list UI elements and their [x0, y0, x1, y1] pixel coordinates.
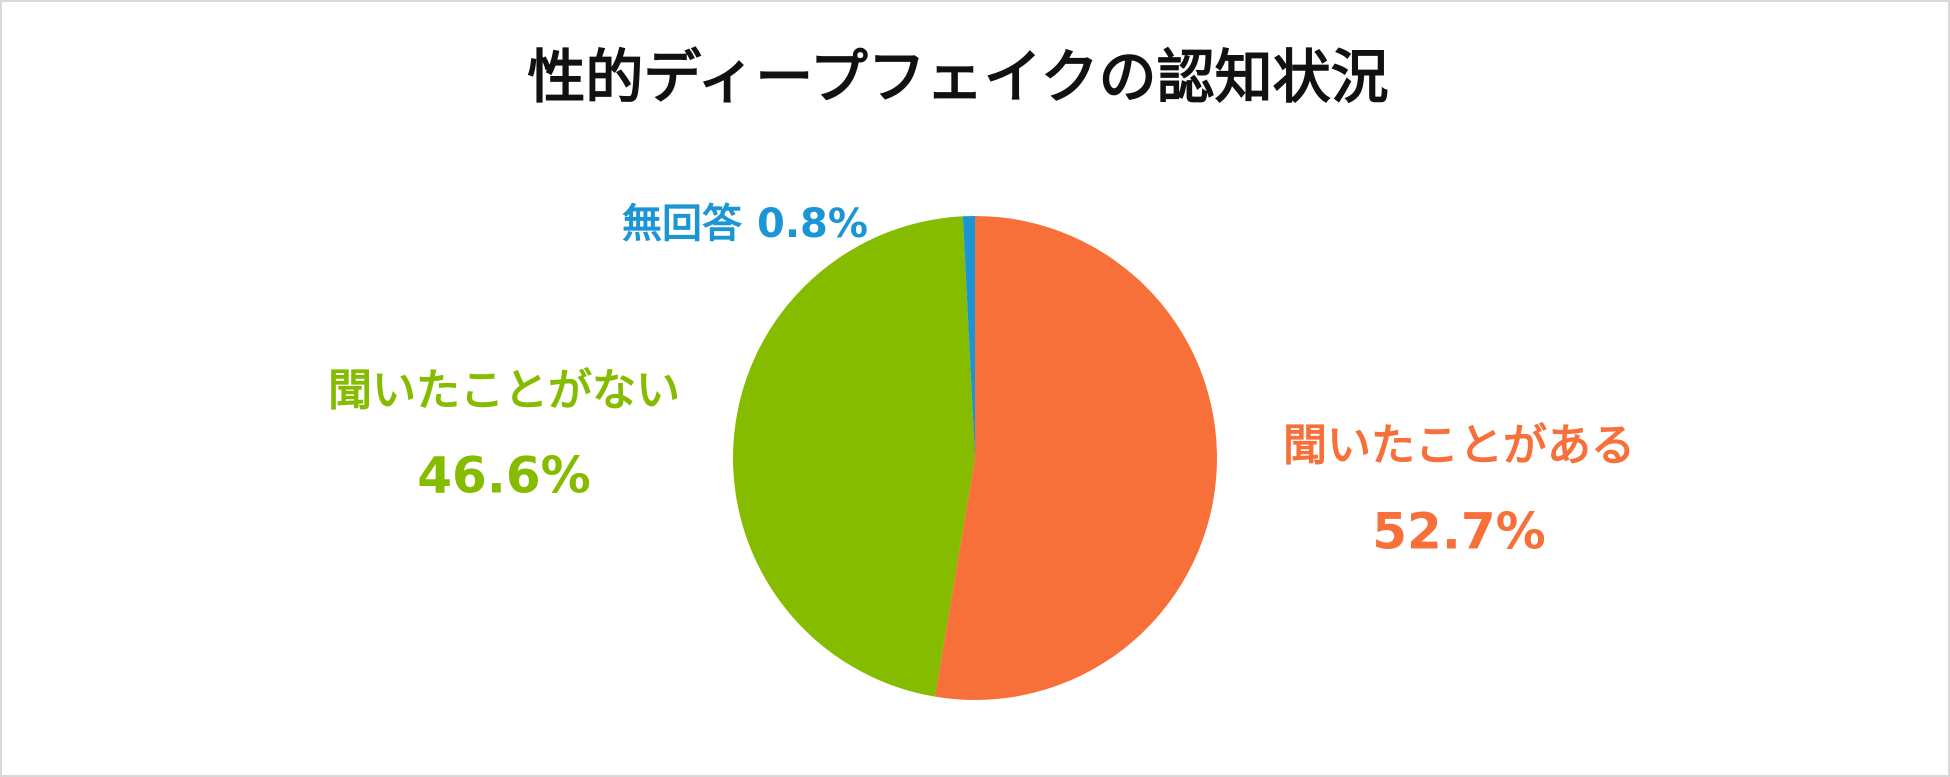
value-label: 46.6% — [417, 447, 590, 505]
category-label: 聞いたことがある — [1283, 420, 1635, 471]
pie-slice — [733, 216, 975, 697]
chart-title: 性的ディープフェイクの認知状況 — [527, 43, 1388, 111]
category-label: 聞いたことがない — [328, 365, 680, 416]
pie-slice — [962, 216, 975, 458]
value-label: 0.8% — [757, 201, 868, 247]
category-label: 無回答 — [622, 201, 743, 247]
value-label: 52.7% — [1372, 503, 1545, 561]
pie-slice — [934, 216, 1217, 700]
